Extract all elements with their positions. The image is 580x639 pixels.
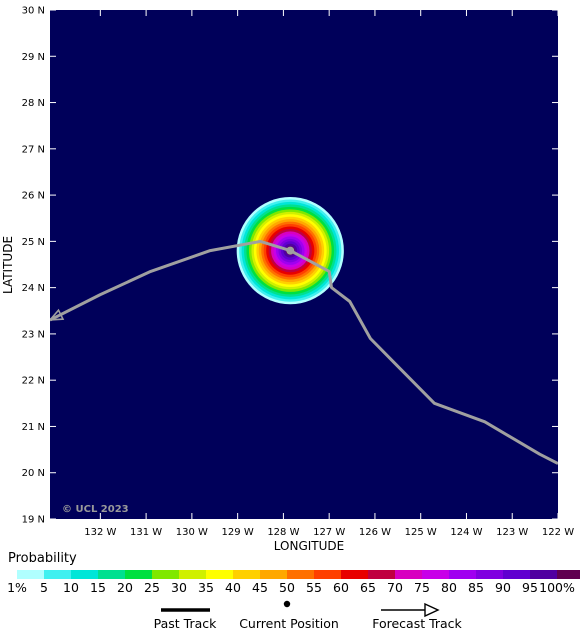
colorbar-swatch [17,570,44,579]
colorbar-swatch [206,570,233,579]
lon-tick-label: 127 W [313,527,345,538]
lon-tick-label: 123 W [496,527,528,538]
lat-tick-label: 28 N [22,98,45,109]
lon-tick-label: 122 W [542,527,574,538]
colorbar-swatch [260,570,287,579]
colorbar-label: 100% [539,580,575,595]
lon-tick-label: 132 W [84,527,116,538]
current-position-label: Current Position [239,616,339,631]
lon-tick-label: 130 W [176,527,208,538]
colorbar-label: 10 [63,580,79,595]
past-track-label: Past Track [153,616,217,631]
colorbar-swatch [476,570,503,579]
lat-tick-label: 27 N [22,144,45,155]
probability-title: Probability [8,551,77,566]
colorbar-label: 35 [198,580,214,595]
lat-tick-label: 22 N [22,376,45,387]
colorbar-label: 25 [144,580,160,595]
colorbar-swatch [44,570,71,579]
lat-tick-label: 25 N [22,237,45,248]
forecast-track-label: Forecast Track [372,616,462,631]
colorbar-swatch [152,570,179,579]
colorbar-label: 40 [225,580,241,595]
colorbar-swatch [314,570,341,579]
lon-tick-label: 124 W [450,527,482,538]
colorbar-label: 70 [387,580,403,595]
track-arrowhead-icon [50,308,65,321]
lat-tick-label: 24 N [22,283,45,294]
colorbar-swatch [98,570,125,579]
colorbar-label: 15 [90,580,106,595]
colorbar-label: 85 [468,580,484,595]
copyright-label: © UCL 2023 [62,504,129,515]
lat-tick-label: 30 N [22,6,45,17]
colorbar-swatch [422,570,449,579]
colorbar-label: 75 [414,580,430,595]
lat-tick-label: 23 N [22,329,45,340]
colorbar-label: 45 [252,580,268,595]
colorbar-label: 60 [333,580,349,595]
colorbar-swatch [71,570,98,579]
colorbar-swatch [287,570,314,579]
lat-tick-label: 19 N [22,515,45,526]
colorbar-swatch [395,570,422,579]
lon-tick-label: 125 W [405,527,437,538]
colorbar-labels: 1% 5 10 15 20 25 30 35 40 45 50 55 60 65 70 75 80 85 90 95 1… [0,580,580,596]
axis-ticks: 132 W 131 W 130 W 129 W 128 W 127 W 126 W 125 W… [22,6,575,539]
colorbar-swatch [233,570,260,579]
colorbar-swatch [503,570,530,579]
colorbar-label: 95 [522,580,538,595]
lon-tick-label: 129 W [222,527,254,538]
lon-tick-label: 126 W [359,527,391,538]
colorbar-label: 65 [360,580,376,595]
lon-tick-label: 128 W [267,527,299,538]
x-axis-title: LONGITUDE [274,539,344,553]
y-axis-title: LATITUDE [1,236,15,294]
current-position-symbol [283,600,291,608]
lat-tick-label: 26 N [22,191,45,202]
colorbar-label: 5 [40,580,48,595]
forecast-track-arrow-icon [424,602,440,618]
colorbar-swatch [179,570,206,579]
colorbar-label: 30 [171,580,187,595]
current-position-marker [286,246,295,255]
colorbar-swatch [530,570,557,579]
lat-tick-label: 21 N [22,422,45,433]
lon-tick-label: 131 W [130,527,162,538]
colorbar-label: 90 [495,580,511,595]
colorbar-swatch [449,570,476,579]
colorbar-label: 80 [441,580,457,595]
track-layer [50,239,558,465]
colorbar-label: 1% [7,580,27,595]
colorbar-label: 55 [306,580,322,595]
colorbar-swatch [125,570,152,579]
forecast-track-line [50,239,558,465]
colorbar-swatch [341,570,368,579]
colorbar-label: 50 [279,580,295,595]
probability-swath [236,197,344,305]
colorbar-label: 20 [117,580,133,595]
colorbar-swatch [368,570,395,579]
lat-tick-label: 29 N [22,52,45,63]
lat-tick-label: 20 N [22,468,45,479]
probability-colorbar [17,570,580,579]
colorbar-swatch [557,570,580,579]
